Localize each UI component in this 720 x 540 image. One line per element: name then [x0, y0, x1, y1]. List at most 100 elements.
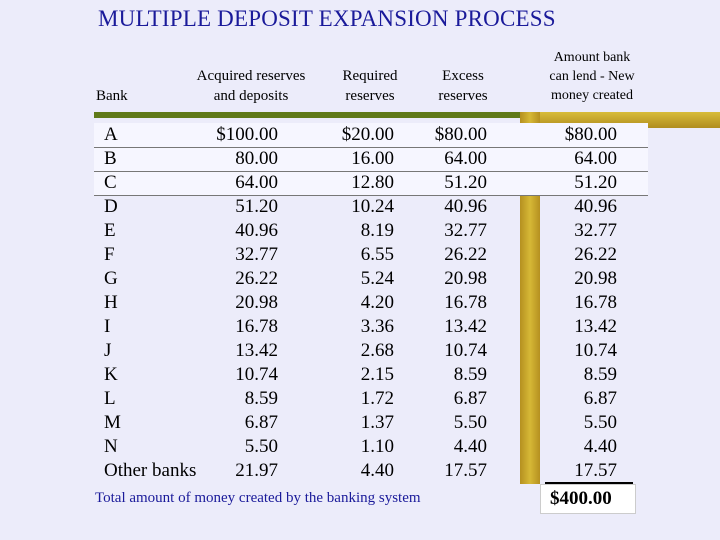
cell-bank: B [104, 148, 117, 169]
header-acquired: Acquired reserves and deposits [186, 66, 316, 106]
row-divider [94, 171, 648, 172]
cell-acquired: 40.96 [235, 220, 278, 241]
header-acquired-line1: Acquired reserves [196, 68, 306, 84]
row-divider [94, 147, 648, 148]
cell-bank: H [104, 292, 118, 313]
cell-bank: M [104, 412, 121, 433]
total-box [540, 484, 636, 514]
cell-excess: 4.40 [453, 436, 487, 457]
cell-required: 3.36 [360, 316, 394, 337]
header-excess: Excess reserves [424, 66, 502, 106]
cell-bank: L [104, 388, 116, 409]
row-divider [94, 195, 648, 196]
cell-lend: 51.20 [574, 172, 617, 193]
cell-lend: 5.50 [583, 412, 617, 433]
cell-lend: 8.59 [583, 364, 617, 385]
cell-lend: 26.22 [574, 244, 617, 265]
cell-excess: 32.77 [444, 220, 487, 241]
cell-acquired: 6.87 [244, 412, 278, 433]
header-required-line1: Required [342, 68, 398, 84]
cell-acquired: 64.00 [235, 172, 278, 193]
cell-excess: 16.78 [444, 292, 487, 313]
total-label: Total amount of money created by the ban… [95, 490, 421, 506]
cell-required: 2.68 [360, 340, 394, 361]
cell-excess: 17.57 [444, 460, 487, 481]
cell-excess: 40.96 [444, 196, 487, 217]
cell-lend: 4.40 [583, 436, 617, 457]
cell-bank: G [104, 268, 118, 289]
header-required-line2: reserves [345, 88, 395, 104]
cell-lend: 10.74 [574, 340, 617, 361]
cell-lend: 17.57 [574, 460, 617, 481]
cell-bank: D [104, 196, 118, 217]
row-band-a [94, 123, 648, 147]
cell-required: $20.00 [341, 124, 394, 145]
cell-acquired: $100.00 [216, 124, 278, 145]
cell-bank: N [104, 436, 118, 457]
header-lend-line1: Amount bank [553, 50, 631, 65]
header-bank: Bank [96, 88, 128, 104]
cell-excess: 20.98 [444, 268, 487, 289]
total-value: $400.00 [550, 488, 612, 509]
slide-title: MULTIPLE DEPOSIT EXPANSION PROCESS [98, 6, 556, 31]
cell-bank: Other banks [104, 460, 197, 481]
cell-excess: $80.00 [434, 124, 487, 145]
cell-excess: 8.59 [453, 364, 487, 385]
header-excess-line2: reserves [438, 88, 488, 104]
cell-excess: 64.00 [444, 148, 487, 169]
cell-bank: I [104, 316, 111, 337]
cell-lend: 20.98 [574, 268, 617, 289]
cell-required: 5.24 [360, 268, 394, 289]
header-required: Required reserves [328, 66, 412, 106]
cell-lend: 64.00 [574, 148, 617, 169]
cell-acquired: 51.20 [235, 196, 278, 217]
cell-required: 12.80 [351, 172, 394, 193]
header-lend-line2: can lend - New [549, 69, 635, 84]
cell-required: 1.37 [360, 412, 394, 433]
cell-bank: E [104, 220, 116, 241]
green-header-rule [94, 112, 522, 118]
cell-required: 8.19 [360, 220, 394, 241]
total-underline [545, 482, 633, 484]
cell-bank: C [104, 172, 117, 193]
cell-excess: 6.87 [453, 388, 487, 409]
cell-lend: 13.42 [574, 316, 617, 337]
cell-lend: 16.78 [574, 292, 617, 313]
header-lend-line3: money created [550, 88, 633, 103]
cell-acquired: 8.59 [244, 388, 278, 409]
cell-acquired: 26.22 [235, 268, 278, 289]
cell-excess: 10.74 [444, 340, 487, 361]
cell-acquired: 32.77 [235, 244, 278, 265]
cell-acquired: 10.74 [235, 364, 278, 385]
cell-bank: J [104, 340, 112, 361]
cell-lend: 6.87 [583, 388, 617, 409]
cell-lend: $80.00 [564, 124, 617, 145]
cell-acquired: 20.98 [235, 292, 278, 313]
cell-acquired: 5.50 [244, 436, 278, 457]
row-band-b [94, 147, 648, 171]
header-lend: Amount bank can lend - New money created [534, 48, 650, 105]
cell-required: 4.40 [360, 460, 394, 481]
cell-required: 1.72 [360, 388, 394, 409]
cell-excess: 26.22 [444, 244, 487, 265]
cell-excess: 5.50 [453, 412, 487, 433]
cell-acquired: 13.42 [235, 340, 278, 361]
cell-acquired: 80.00 [235, 148, 278, 169]
cell-required: 6.55 [360, 244, 394, 265]
cell-acquired: 21.97 [235, 460, 278, 481]
cell-required: 2.15 [360, 364, 394, 385]
cell-bank: A [104, 124, 118, 145]
gold-vertical-bar [520, 112, 540, 484]
cell-required: 4.20 [360, 292, 394, 313]
cell-acquired: 16.78 [235, 316, 278, 337]
cell-bank: K [104, 364, 118, 385]
cell-excess: 13.42 [444, 316, 487, 337]
cell-required: 10.24 [351, 196, 394, 217]
header-acquired-line2: and deposits [213, 88, 289, 104]
cell-bank: F [104, 244, 115, 265]
header-excess-line1: Excess [442, 68, 484, 84]
cell-lend: 32.77 [574, 220, 617, 241]
row-band-c [94, 171, 648, 195]
cell-required: 16.00 [351, 148, 394, 169]
